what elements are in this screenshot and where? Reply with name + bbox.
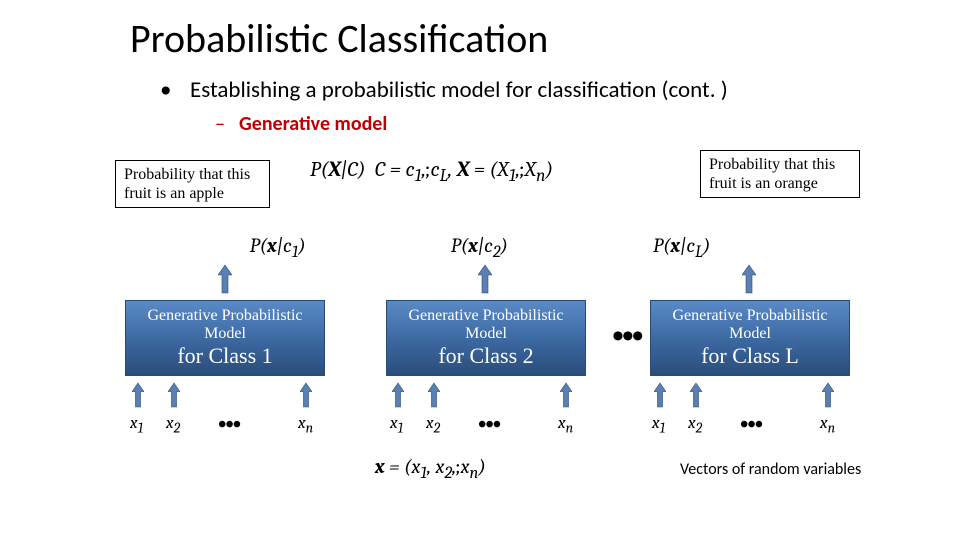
vec-label: x1 (130, 414, 143, 436)
bullet-dot: • (160, 76, 190, 104)
probability-row: P(x|c1) P(x|c2) P(x|cL) (0, 234, 960, 262)
arrow-up-to-prob (478, 262, 492, 296)
arrow-up-to-model (690, 382, 702, 408)
arrow-up-to-model (428, 382, 440, 408)
model-box-line2: for Class 2 (387, 343, 585, 369)
model-box-1: Generative Probabilistic Modelfor Class … (125, 300, 325, 376)
vec-label: xn (298, 414, 313, 436)
arrow-up-to-model (168, 382, 180, 408)
vec-label: xn (558, 414, 573, 436)
sub-bullet: – Generative model (215, 112, 387, 136)
vec-label: x2 (426, 414, 440, 436)
vec-label: x1 (390, 414, 403, 436)
bullet-main: • Establishing a probabilistic model for… (160, 76, 728, 104)
model-box-line1: Generative Probabilistic Model (651, 307, 849, 343)
ellipsis-vec: ••• (478, 412, 500, 439)
bullet-text: Establishing a probabilistic model for c… (190, 76, 728, 104)
prob-c2: P(x|c2) (451, 234, 508, 262)
model-box-line1: Generative Probabilistic Model (387, 307, 585, 343)
sub-dash: – (215, 112, 239, 136)
vec-label: x1 (652, 414, 665, 436)
ellipsis-between-models: ••• (612, 318, 642, 356)
model-box-3: Generative Probabilistic Modelfor Class … (650, 300, 850, 376)
arrow-up-to-model (300, 382, 312, 408)
annotation-apple: Probability that this fruit is an apple (115, 160, 270, 208)
formula-vector: x = (x1, x2,···,xn) (375, 455, 486, 483)
arrow-up-to-model (392, 382, 404, 408)
arrow-up-to-model (822, 382, 834, 408)
model-box-line2: for Class L (651, 343, 849, 369)
prob-c1: P(x|c1) (250, 234, 306, 262)
formula-conditional: P(X|C) C = c1,···,cL, X = (X1,···,Xn) (310, 158, 553, 186)
vec-label: x2 (166, 414, 180, 436)
ellipsis-vec: ••• (218, 412, 240, 439)
arrow-up-to-prob (742, 262, 756, 296)
arrow-up-to-model (654, 382, 666, 408)
slide-title: Probabilistic Classification (130, 14, 548, 63)
ellipsis-vec: ••• (740, 412, 762, 439)
model-box-line1: Generative Probabilistic Model (126, 307, 324, 343)
sub-bullet-text: Generative model (239, 112, 387, 136)
model-box-2: Generative Probabilistic Modelfor Class … (386, 300, 586, 376)
annotation-orange: Probability that this fruit is an orange (700, 150, 860, 198)
vec-label: xn (820, 414, 835, 436)
arrow-up-to-prob (218, 262, 232, 296)
arrow-up-to-model (132, 382, 144, 408)
vec-label: x2 (688, 414, 702, 436)
caption-vectors: Vectors of random variables (680, 460, 861, 479)
arrow-up-to-model (560, 382, 572, 408)
model-box-line2: for Class 1 (126, 343, 324, 369)
prob-cL: P(x|cL) (653, 234, 710, 262)
